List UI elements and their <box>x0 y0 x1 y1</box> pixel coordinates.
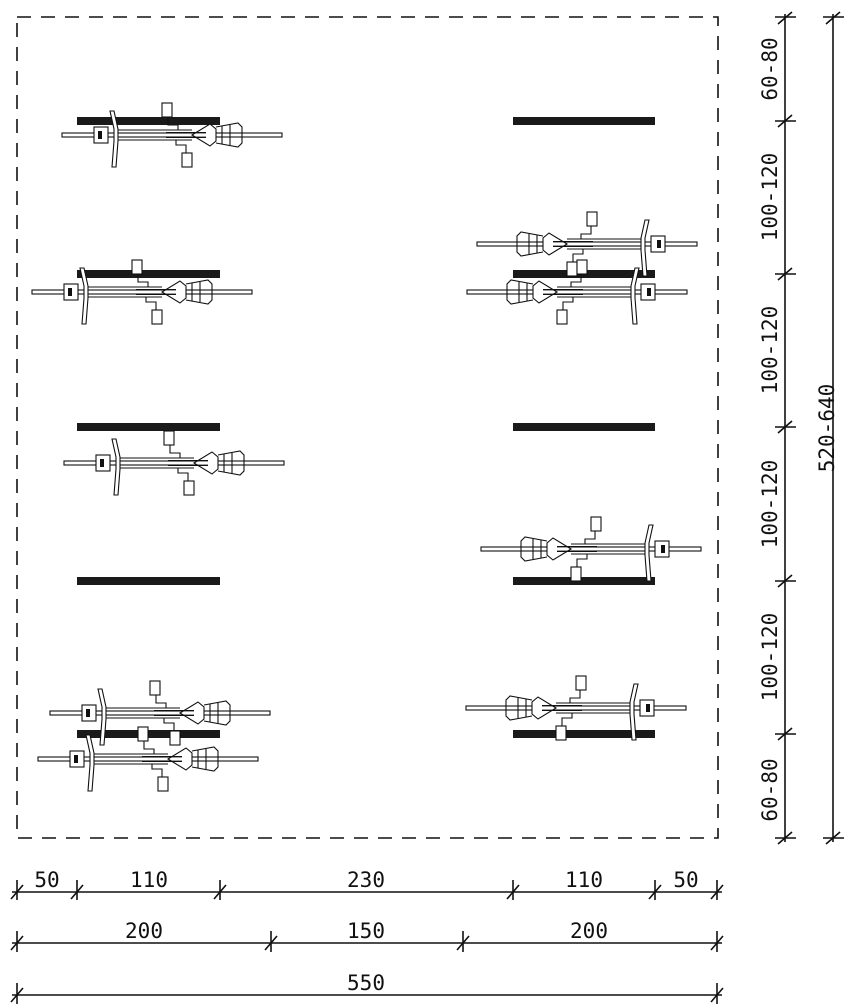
rack-left-3 <box>77 423 220 431</box>
rack-left-2 <box>77 270 220 278</box>
bicycle-icon <box>37 726 259 792</box>
bottom-dimension-row-2: 200 150 200 <box>10 919 724 952</box>
left-racks <box>77 117 220 738</box>
left-bikes <box>31 102 285 792</box>
bottom-dimension-row-3: 550 <box>10 971 724 1004</box>
rack-right-4 <box>513 577 655 585</box>
rack-right-3 <box>513 423 655 431</box>
rack-left-4 <box>77 577 220 585</box>
bicycle-icon <box>466 259 688 325</box>
bottom-dimension-row-1: 50 110 230 110 50 <box>10 868 724 900</box>
dim-bottom-r2-1: 200 <box>125 919 163 943</box>
right-dimension-chain: 60-80 100-120 100-120 100-120 100-120 60… <box>758 11 796 845</box>
dim-right-seg-5: 100-120 <box>758 613 782 702</box>
rack-right-5 <box>513 730 655 738</box>
rack-left-1 <box>77 117 220 125</box>
dim-bottom-r1-4: 110 <box>565 868 603 892</box>
dim-right-seg-3: 100-120 <box>758 306 782 395</box>
dim-bottom-r2-3: 200 <box>570 919 608 943</box>
parking-area-boundary <box>16 16 719 839</box>
dim-bottom-total: 550 <box>347 971 385 995</box>
dim-bottom-r2-2: 150 <box>347 919 385 943</box>
right-bikes <box>465 211 702 741</box>
dim-right-seg-2: 100-120 <box>758 153 782 242</box>
dim-bottom-r1-2: 110 <box>130 868 168 892</box>
dim-bottom-r1-5: 50 <box>673 868 698 892</box>
bicycle-icon <box>61 102 283 168</box>
right-racks <box>513 117 655 738</box>
dim-right-seg-1: 60-80 <box>758 37 782 100</box>
bicycle-icon <box>63 430 285 496</box>
bicycle-icon <box>31 259 253 325</box>
dim-bottom-r1-3: 230 <box>347 868 385 892</box>
bicycle-icon <box>480 516 702 582</box>
right-total-dimension: 520-640 <box>815 11 844 845</box>
right-dimension-ticks <box>775 11 796 845</box>
dim-bottom-r1-1: 50 <box>34 868 59 892</box>
dim-right-seg-6: 60-80 <box>758 758 782 821</box>
dim-right-total: 520-640 <box>815 384 839 473</box>
rack-right-1 <box>513 117 655 125</box>
dim-right-seg-4: 100-120 <box>758 460 782 549</box>
